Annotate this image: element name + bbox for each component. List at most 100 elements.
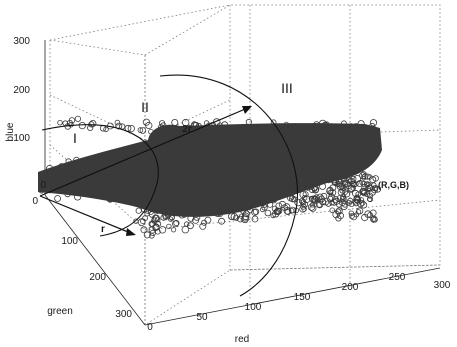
data-point — [244, 128, 251, 134]
data-point — [304, 179, 311, 186]
data-point — [294, 198, 303, 207]
data-point — [364, 185, 371, 192]
data-point — [364, 173, 371, 180]
data-point — [247, 207, 254, 214]
data-point — [184, 202, 192, 210]
data-point — [126, 196, 133, 203]
data-point — [340, 185, 347, 192]
y-tick-label: 300 — [115, 309, 132, 320]
data-point — [340, 196, 346, 202]
data-point — [192, 121, 200, 129]
z-tick-labels: 300 200 100 0 — [13, 36, 46, 191]
data-point — [205, 122, 214, 131]
data-point — [270, 119, 277, 125]
radius-2r-arrowhead — [242, 106, 252, 114]
data-point — [89, 120, 97, 128]
data-point — [241, 212, 250, 220]
data-point — [264, 209, 272, 217]
data-point — [145, 121, 153, 130]
data-point — [261, 201, 268, 208]
data-point — [147, 209, 154, 215]
data-point — [117, 166, 125, 173]
data-point — [358, 197, 365, 203]
data-point — [99, 181, 107, 189]
data-point — [340, 176, 347, 183]
data-point — [179, 126, 186, 134]
data-point — [311, 126, 319, 134]
data-point — [309, 204, 317, 212]
data-point — [275, 202, 283, 210]
data-point — [329, 189, 337, 197]
x-tick-label: 200 — [342, 282, 359, 293]
data-point — [350, 175, 357, 183]
data-point — [294, 127, 301, 134]
data-point — [133, 192, 140, 199]
data-point — [73, 156, 80, 164]
data-point — [236, 200, 243, 208]
data-point — [309, 195, 317, 203]
data-point — [107, 196, 114, 203]
data-point — [287, 182, 296, 190]
data-point — [154, 216, 161, 223]
data-point — [186, 222, 194, 230]
data-point — [282, 192, 288, 198]
data-point — [283, 121, 289, 127]
data-point — [270, 197, 277, 204]
data-point — [41, 177, 48, 185]
data-point — [204, 216, 212, 224]
data-point — [353, 174, 361, 183]
z-tick-label: 100 — [13, 133, 30, 144]
data-point — [219, 206, 226, 214]
data-point — [270, 212, 276, 219]
data-point — [193, 201, 200, 208]
data-point — [151, 217, 158, 224]
data-point — [149, 233, 155, 239]
data-point — [349, 213, 355, 219]
data-point — [275, 192, 283, 199]
data-point — [366, 192, 373, 199]
data-point — [356, 200, 365, 208]
data-point — [283, 207, 292, 215]
data-point — [139, 127, 147, 134]
data-point — [148, 129, 154, 135]
data-point — [127, 169, 134, 176]
region-i-label: I — [73, 130, 77, 146]
data-point — [312, 185, 320, 193]
data-point — [341, 172, 348, 179]
y-tick-label: 100 — [61, 236, 78, 247]
data-point — [251, 215, 259, 223]
data-point — [283, 203, 291, 211]
data-point — [219, 197, 227, 205]
data-point — [126, 189, 133, 196]
radius-r-vector — [39, 195, 134, 235]
data-point — [151, 204, 159, 211]
data-point — [58, 163, 66, 171]
data-point — [155, 228, 161, 235]
data-point — [221, 121, 229, 129]
x-tick-labels: 0 50 100 150 200 250 300 — [147, 272, 451, 333]
data-point — [58, 167, 65, 174]
data-point — [151, 214, 160, 223]
data-point — [164, 201, 172, 209]
data-point — [241, 193, 248, 200]
data-point — [183, 221, 190, 227]
data-point — [369, 209, 377, 217]
data-point — [329, 207, 336, 214]
y-tick-label: 0 — [32, 196, 38, 207]
data-point — [64, 190, 71, 198]
data-point — [278, 200, 286, 209]
data-point — [57, 119, 63, 126]
data-point — [350, 185, 356, 191]
data-point — [242, 203, 249, 211]
data-point — [119, 188, 127, 196]
data-point — [307, 203, 316, 211]
data-point — [356, 207, 364, 215]
data-point — [334, 173, 341, 180]
data-point — [354, 126, 363, 134]
data-point — [223, 203, 230, 209]
data-point — [179, 202, 186, 210]
z-tick-label: 300 — [13, 36, 30, 47]
data-point — [191, 126, 199, 134]
data-point — [374, 185, 382, 193]
